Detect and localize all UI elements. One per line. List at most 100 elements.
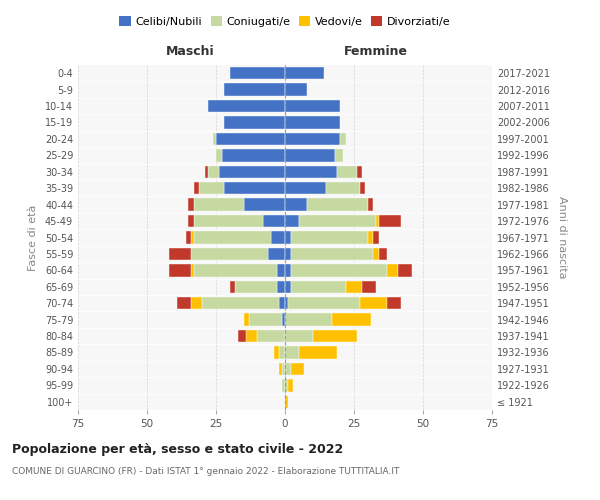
Bar [191, 232, 194, 243]
Bar [359, 182, 365, 194]
Bar [280, 346, 285, 358]
Bar [230, 67, 285, 80]
Bar [268, 248, 285, 260]
Bar [285, 330, 313, 342]
Bar [263, 215, 285, 227]
Bar [387, 297, 401, 310]
Bar [398, 264, 412, 276]
Bar [238, 330, 247, 342]
Bar [332, 314, 371, 326]
Bar [368, 198, 373, 211]
Text: Maschi: Maschi [166, 45, 214, 58]
Bar [285, 396, 288, 408]
Bar [194, 232, 271, 243]
Bar [373, 248, 379, 260]
Bar [285, 264, 290, 276]
Bar [224, 84, 285, 96]
Bar [244, 314, 249, 326]
Bar [194, 182, 199, 194]
Bar [191, 297, 202, 310]
Bar [249, 314, 282, 326]
Bar [285, 297, 288, 310]
Bar [285, 182, 326, 194]
Bar [219, 166, 285, 178]
Bar [191, 264, 194, 276]
Bar [299, 346, 337, 358]
Bar [280, 297, 285, 310]
Bar [282, 363, 285, 375]
Bar [285, 232, 290, 243]
Bar [307, 198, 368, 211]
Bar [285, 314, 332, 326]
Bar [288, 297, 359, 310]
Legend: Celibi/Nubili, Coniugati/e, Vedovi/e, Divorziati/e: Celibi/Nubili, Coniugati/e, Vedovi/e, Di… [115, 12, 455, 31]
Bar [290, 280, 346, 293]
Bar [285, 363, 290, 375]
Bar [221, 149, 285, 162]
Bar [362, 280, 376, 293]
Bar [280, 363, 282, 375]
Bar [191, 248, 268, 260]
Bar [326, 182, 359, 194]
Text: Popolazione per età, sesso e stato civile - 2022: Popolazione per età, sesso e stato civil… [12, 442, 343, 456]
Bar [285, 149, 335, 162]
Bar [285, 248, 290, 260]
Bar [359, 297, 387, 310]
Bar [213, 133, 216, 145]
Bar [216, 133, 285, 145]
Bar [244, 198, 285, 211]
Bar [379, 215, 401, 227]
Bar [299, 215, 376, 227]
Bar [285, 346, 299, 358]
Bar [285, 116, 340, 128]
Bar [277, 280, 285, 293]
Bar [290, 232, 368, 243]
Bar [169, 248, 191, 260]
Bar [194, 215, 263, 227]
Bar [224, 182, 285, 194]
Bar [285, 84, 307, 96]
Bar [216, 149, 221, 162]
Bar [274, 346, 280, 358]
Bar [230, 280, 235, 293]
Bar [340, 133, 346, 145]
Bar [373, 232, 379, 243]
Bar [202, 297, 280, 310]
Bar [288, 379, 293, 392]
Y-axis label: Anni di nascita: Anni di nascita [557, 196, 566, 279]
Bar [368, 232, 373, 243]
Bar [188, 215, 194, 227]
Bar [271, 232, 285, 243]
Bar [277, 264, 285, 276]
Bar [235, 280, 277, 293]
Bar [337, 166, 357, 178]
Bar [285, 100, 340, 112]
Bar [290, 248, 373, 260]
Bar [313, 330, 357, 342]
Bar [257, 330, 285, 342]
Bar [282, 379, 285, 392]
Bar [285, 280, 290, 293]
Bar [290, 363, 304, 375]
Text: Femmine: Femmine [344, 45, 408, 58]
Bar [194, 264, 277, 276]
Bar [285, 166, 337, 178]
Bar [285, 67, 323, 80]
Bar [357, 166, 362, 178]
Bar [194, 198, 244, 211]
Bar [205, 166, 208, 178]
Bar [188, 198, 194, 211]
Bar [335, 149, 343, 162]
Bar [282, 314, 285, 326]
Bar [285, 379, 288, 392]
Bar [224, 116, 285, 128]
Bar [169, 264, 191, 276]
Bar [285, 198, 307, 211]
Y-axis label: Fasce di età: Fasce di età [28, 204, 38, 270]
Bar [208, 100, 285, 112]
Bar [346, 280, 362, 293]
Bar [199, 182, 224, 194]
Bar [247, 330, 257, 342]
Bar [379, 248, 387, 260]
Bar [376, 215, 379, 227]
